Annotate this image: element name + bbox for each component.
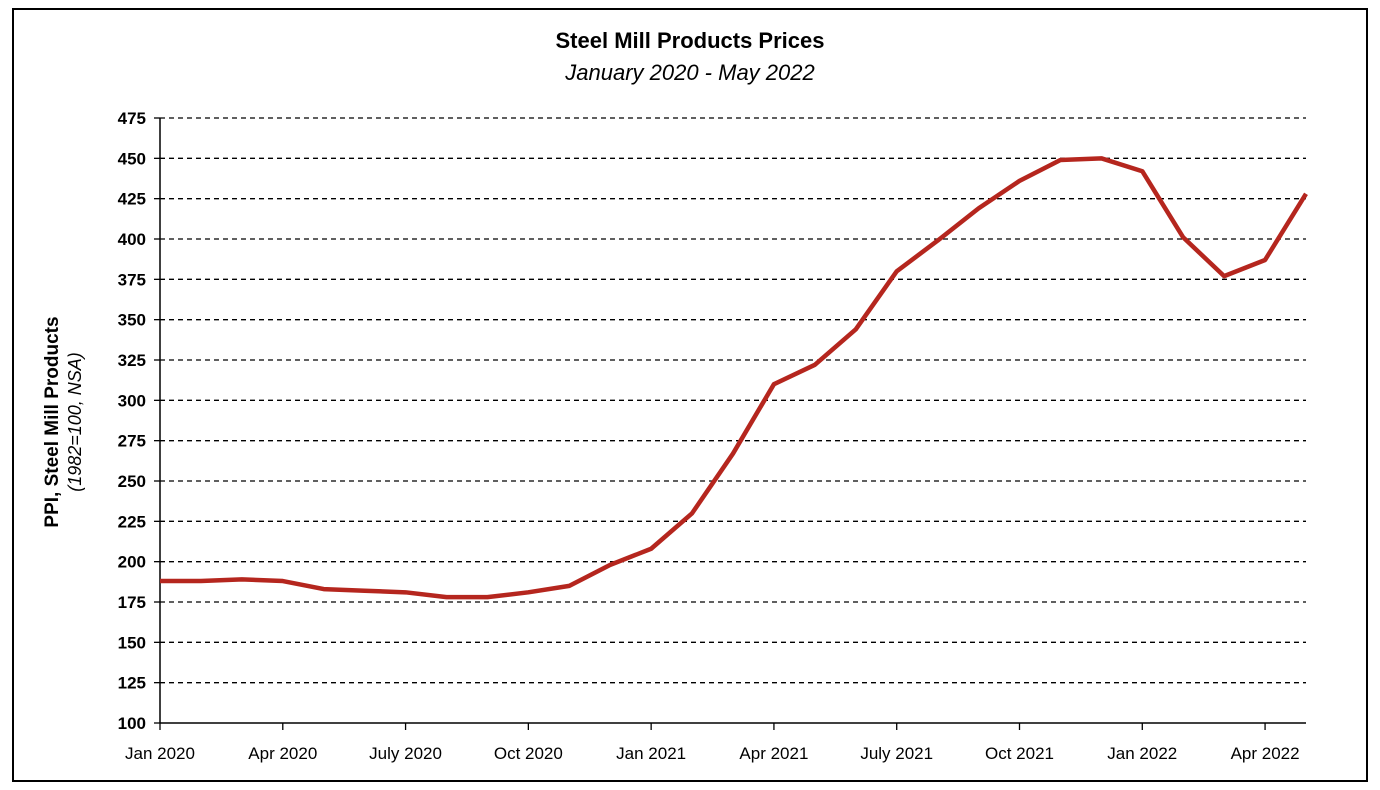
y-tick-label: 200 [118,553,146,572]
x-tick-label: July 2021 [860,744,933,763]
x-tick-label: Oct 2020 [494,744,563,763]
y-tick-label: 225 [118,512,146,531]
series-layer [160,156,1308,600]
x-tick-label: July 2020 [369,744,442,763]
x-tick-label: Apr 2022 [1231,744,1300,763]
axes [154,117,1306,730]
x-tick-label: Apr 2021 [739,744,808,763]
y-tick-label: 275 [118,432,146,451]
series-line [160,156,1308,600]
y-tick-label: 400 [118,230,146,249]
x-tick-labels: Jan 2020 Apr 2020 July 2020 Oct 2020 Jan 202… [125,744,1300,763]
y-tick-label: 125 [118,674,146,693]
chart-title: Steel Mill Products Prices [555,28,825,53]
chart-frame [12,8,1368,782]
y-tick-label: 150 [118,633,146,652]
y-tick-label: 250 [118,472,146,491]
y-tick-label: 325 [118,351,146,370]
y-tick-labels: 100 125 150 175 200 225 250 275 300 325 350 375 400 4… [118,109,146,733]
y-tick-label: 175 [118,593,146,612]
y-tick-label: 375 [118,270,146,289]
y-tick-label: 475 [118,109,146,128]
x-tick-label: Jan 2020 [125,744,195,763]
y-tick-label: 300 [118,391,146,410]
x-tick-label: Apr 2020 [248,744,317,763]
y-tick-label: 350 [118,311,146,330]
x-tick-label: Jan 2021 [616,744,686,763]
y-tick-label: 425 [118,190,146,209]
y-tick-label: 450 [118,149,146,168]
x-tick-label: Oct 2021 [985,744,1054,763]
grid-lines [160,117,1306,684]
chart-subtitle: January 2020 - May 2022 [565,60,815,85]
x-tick-label: Jan 2022 [1107,744,1177,763]
y-tick-label: 100 [118,714,146,733]
